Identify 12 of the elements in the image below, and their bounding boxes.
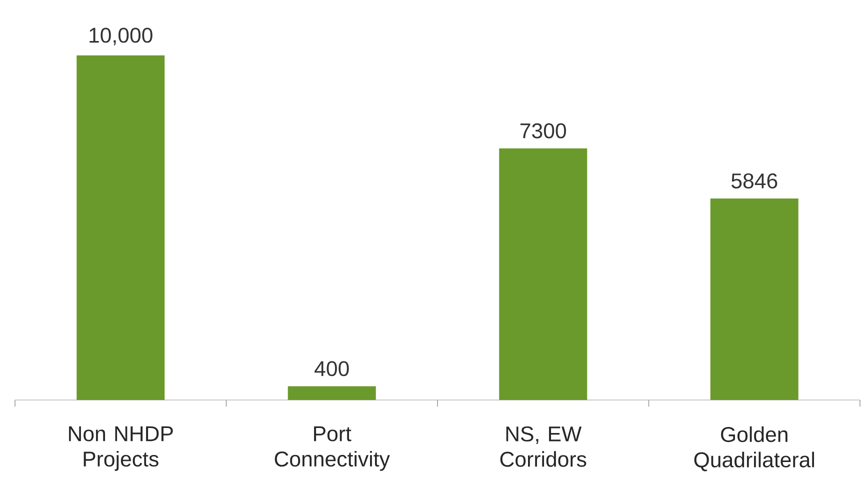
x-tick-label: Non NHDP Projects bbox=[69, 426, 173, 471]
bar bbox=[76, 55, 165, 400]
bar bbox=[710, 198, 798, 400]
x-tick-label: Port Connectivity bbox=[274, 426, 390, 471]
data-label: 400 bbox=[314, 361, 349, 376]
data-label: 5846 bbox=[732, 173, 778, 188]
x-tick-label: Golden Quadrilateral bbox=[694, 426, 814, 472]
bar bbox=[288, 386, 376, 400]
bar bbox=[499, 148, 588, 400]
data-label: 7300 bbox=[520, 123, 566, 138]
x-tick-label: NS, EW Corridors bbox=[500, 426, 586, 467]
data-label: 10,000 bbox=[90, 28, 152, 46]
